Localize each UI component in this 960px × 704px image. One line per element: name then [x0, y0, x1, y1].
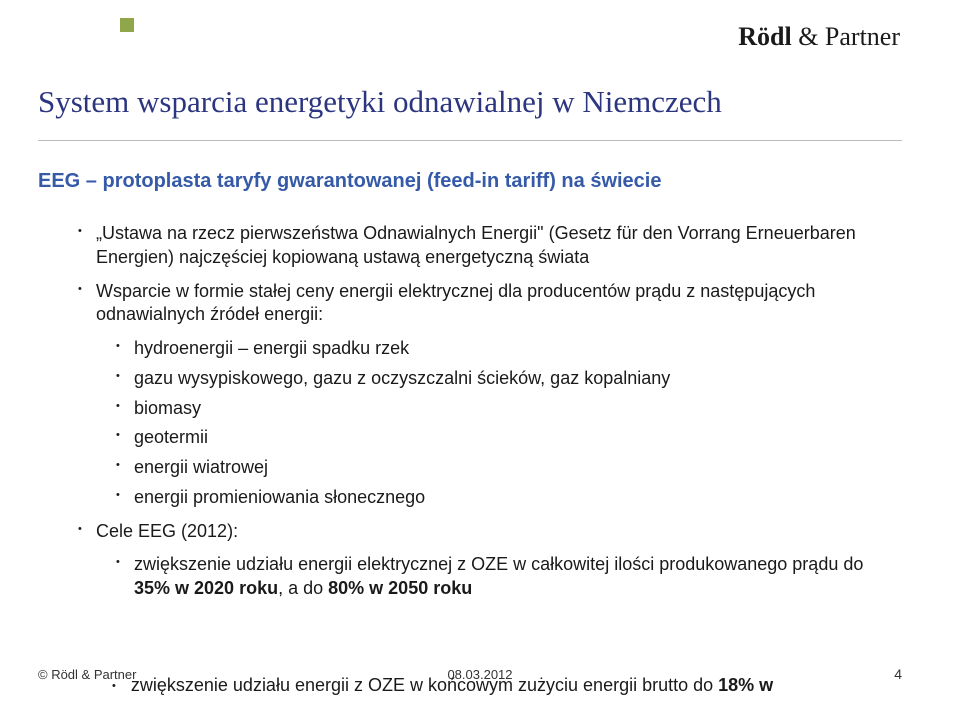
- brand-logo: Rödl & Partner: [738, 22, 900, 52]
- goal-1-b2: 80% w 2050 roku: [328, 578, 472, 598]
- goal-2-pre: zwiększenie udziału energii z OZE w końc…: [131, 675, 718, 695]
- goals-list: zwiększenie udziału energii elektrycznej…: [78, 553, 902, 601]
- source-geothermal: geotermii: [78, 426, 902, 450]
- page-title: System wsparcia energetyki odnawialnej w…: [38, 84, 722, 120]
- slide: Rödl & Partner System wsparcia energetyk…: [0, 0, 960, 704]
- source-wind: energii wiatrowej: [78, 456, 902, 480]
- bullet-support-text: Wsparcie w formie stałej ceny energii el…: [96, 281, 815, 325]
- bullet-law-text: „Ustawa na rzecz pierwszeństwa Odnawialn…: [96, 223, 856, 267]
- sources-list: hydroenergii – energii spadku rzek gazu …: [78, 337, 902, 510]
- bullet-goals: Cele EEG (2012):: [78, 520, 902, 544]
- goal-2-b1: 18% w: [718, 675, 773, 695]
- brand-bold: Rödl: [738, 22, 791, 51]
- subtitle: EEG – protoplasta taryfy gwarantowanej (…: [38, 170, 661, 193]
- content-body: „Ustawa na rzecz pierwszeństwa Odnawialn…: [78, 222, 902, 607]
- goal-1-mid: , a do: [278, 578, 328, 598]
- bullet-support: Wsparcie w formie stałej ceny energii el…: [78, 280, 902, 328]
- goal-1-b1: 35% w 2020 roku: [134, 578, 278, 598]
- brand-rest: & Partner: [792, 22, 900, 51]
- decorative-square: [120, 18, 134, 32]
- bullet-law: „Ustawa na rzecz pierwszeństwa Odnawialn…: [78, 222, 902, 270]
- source-solar: energii promieniowania słonecznego: [78, 486, 902, 510]
- goal-2-cutoff: zwiększenie udziału energii z OZE w końc…: [112, 675, 902, 696]
- goal-1: zwiększenie udziału energii elektrycznej…: [78, 553, 902, 601]
- source-biomass: biomasy: [78, 397, 902, 421]
- bullet-goals-text: Cele EEG (2012):: [96, 521, 238, 541]
- title-underline: [38, 140, 902, 141]
- source-gas: gazu wysypiskowego, gazu z oczyszczalni …: [78, 367, 902, 391]
- goal-1-pre: zwiększenie udziału energii elektrycznej…: [134, 554, 863, 574]
- source-hydro: hydroenergii – energii spadku rzek: [78, 337, 902, 361]
